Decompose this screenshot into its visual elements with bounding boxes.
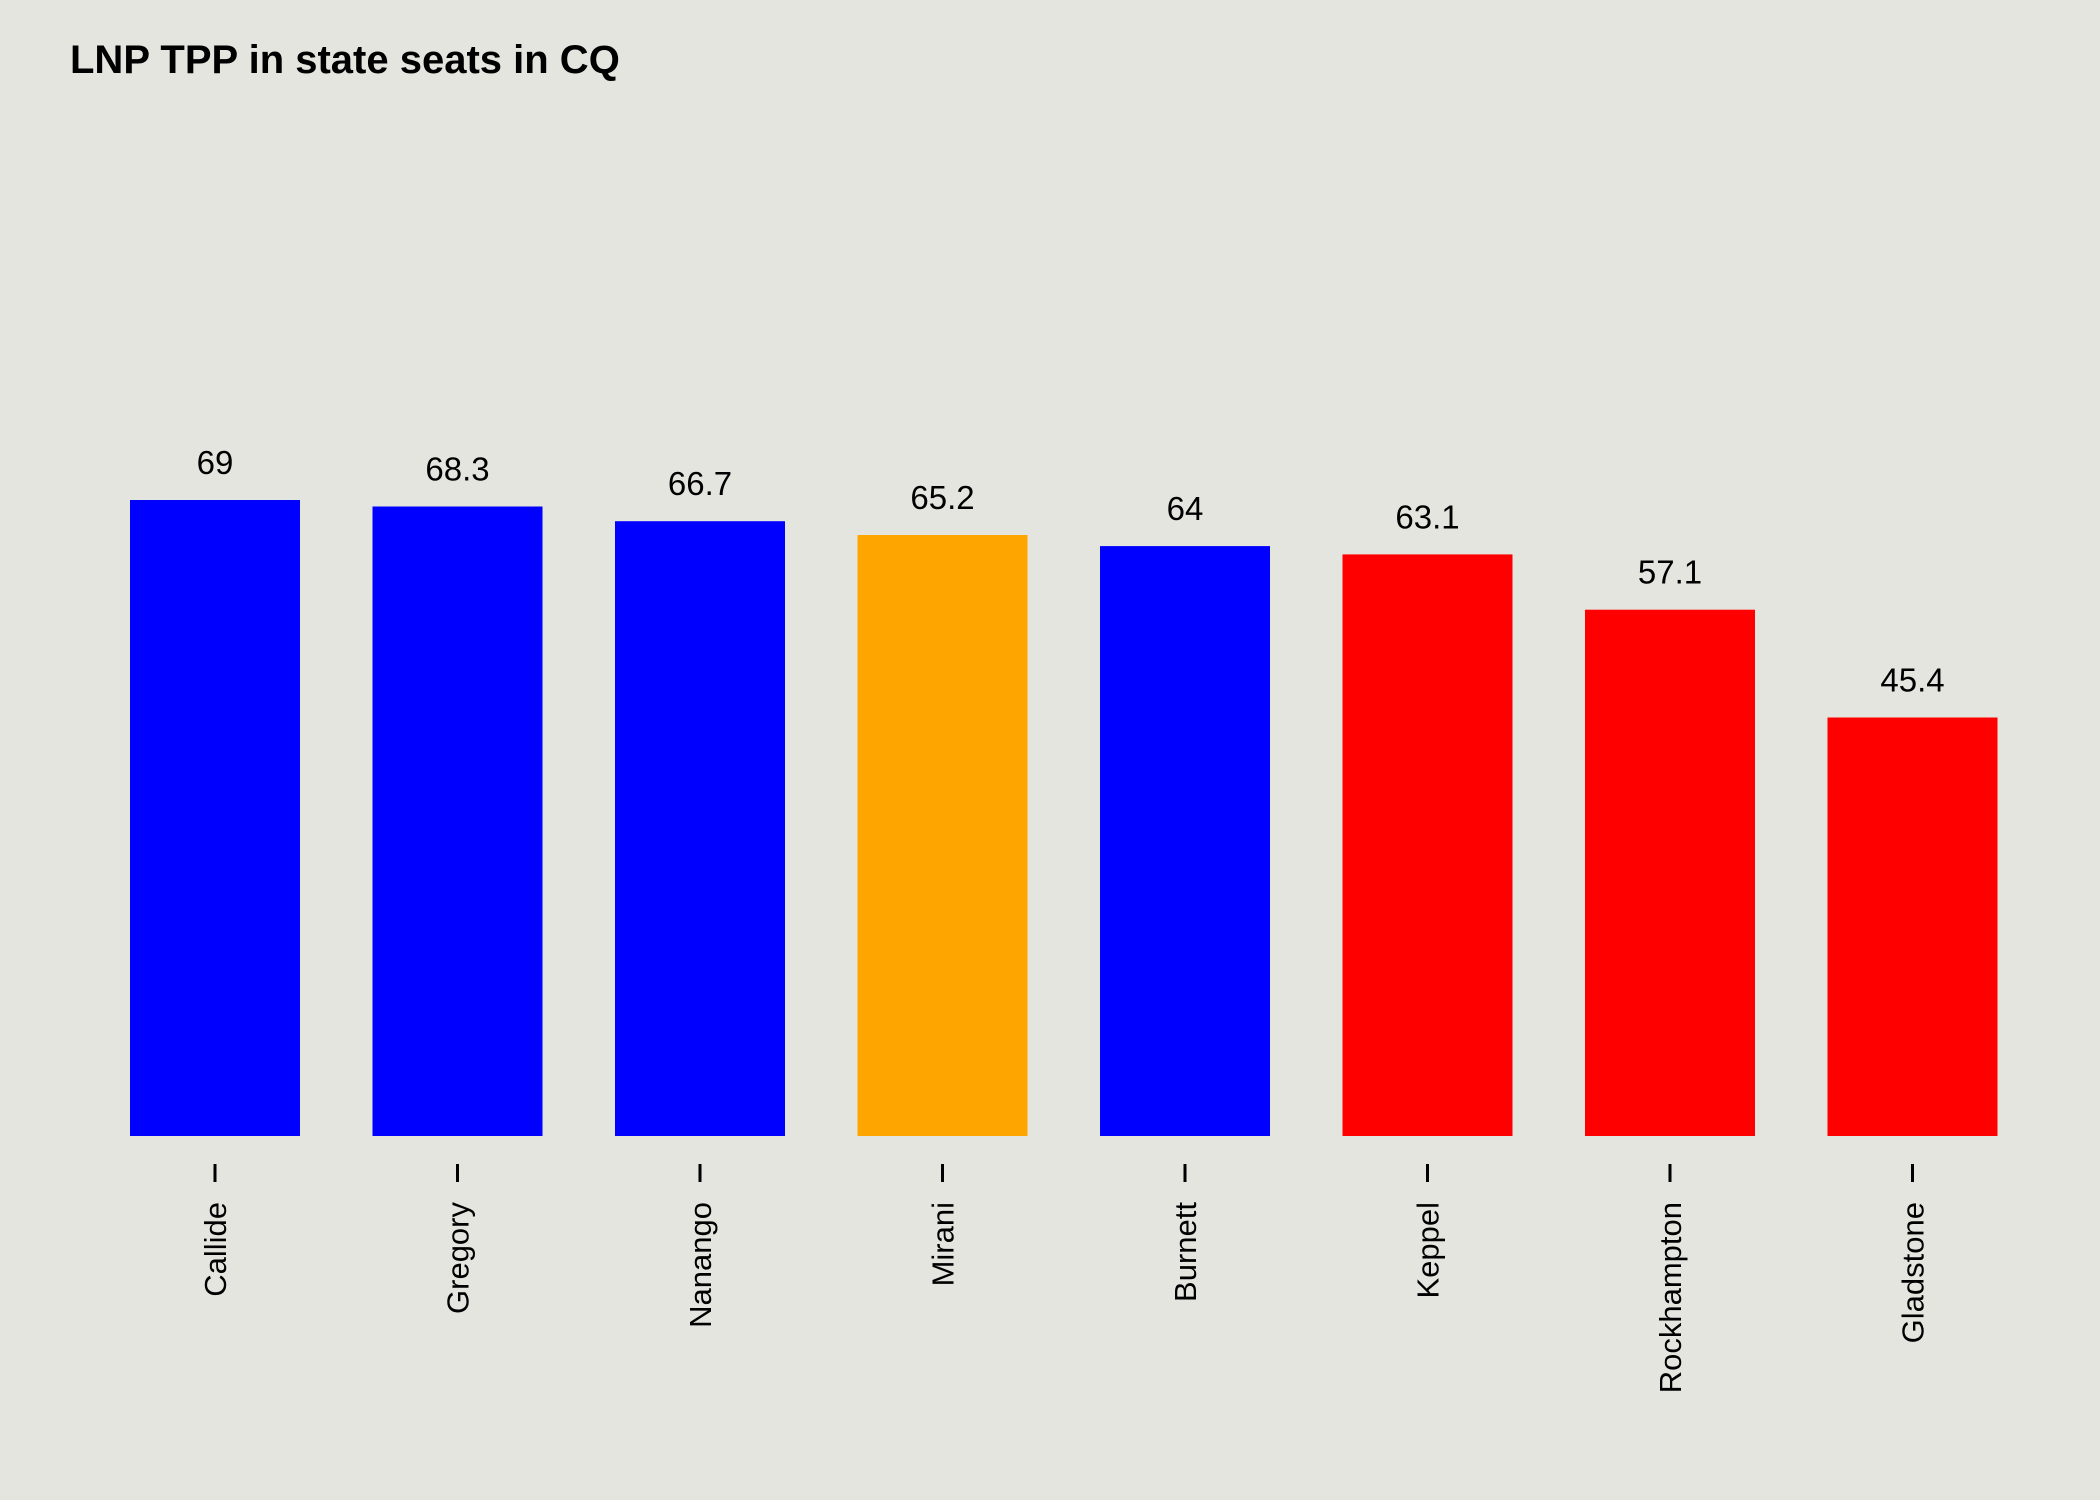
bar-callide bbox=[130, 500, 300, 1136]
value-label-gregory: 68.3 bbox=[425, 451, 489, 488]
value-label-mirani: 65.2 bbox=[910, 479, 974, 516]
bar-nanango bbox=[615, 521, 785, 1136]
chart-title: LNP TPP in state seats in CQ bbox=[70, 38, 620, 82]
value-label-gladstone: 45.4 bbox=[1880, 662, 1944, 699]
bars bbox=[130, 500, 1998, 1136]
bar-gladstone bbox=[1827, 717, 1998, 1136]
bar-gregory bbox=[372, 506, 543, 1136]
x-axis-ticks bbox=[213, 1164, 1914, 1182]
value-label-keppel: 63.1 bbox=[1395, 498, 1459, 535]
x-tick-label-mirani: Mirani bbox=[926, 1202, 961, 1286]
value-label-callide: 69 bbox=[197, 444, 234, 481]
value-label-rockhampton: 57.1 bbox=[1638, 554, 1702, 591]
x-tick-label-gladstone: Gladstone bbox=[1896, 1202, 1931, 1343]
value-label-nanango: 66.7 bbox=[668, 465, 732, 502]
x-tick-label-nanango: Nanango bbox=[683, 1202, 718, 1328]
x-tick-label-rockhampton: Rockhampton bbox=[1653, 1202, 1688, 1393]
x-tick-label-callide: Callide bbox=[198, 1202, 233, 1297]
x-tick-label-gregory: Gregory bbox=[441, 1202, 476, 1314]
bar-keppel bbox=[1342, 554, 1513, 1136]
x-tick-label-keppel: Keppel bbox=[1411, 1202, 1446, 1299]
value-label-burnett: 64 bbox=[1167, 490, 1204, 527]
bar-rockhampton bbox=[1585, 609, 1755, 1136]
bar-mirani bbox=[857, 535, 1028, 1136]
value-labels: 69 68.3 66.7 65.2 64 63.1 57.1 45.4 bbox=[197, 444, 1945, 699]
bar-burnett bbox=[1100, 546, 1270, 1136]
x-tick-label-burnett: Burnett bbox=[1168, 1202, 1203, 1302]
x-axis-tick-labels: Callide Gregory Nanango Mirani Burnett Keppel… bbox=[198, 1202, 1931, 1394]
